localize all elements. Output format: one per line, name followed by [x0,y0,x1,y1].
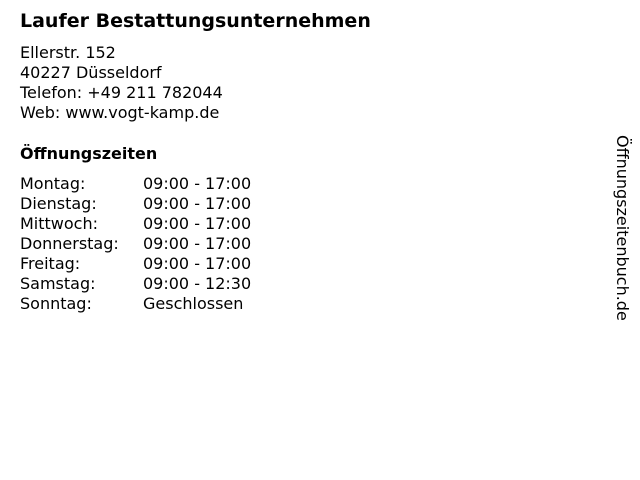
hours-table: Montag: 09:00 - 17:00 Dienstag: 09:00 - 17… [20,174,251,314]
business-name: Laufer Bestattungsunternehmen [20,10,371,32]
hours-heading: Öffnungszeiten [20,144,158,163]
time: 09:00 - 17:00 [143,174,252,193]
hours-row: Samstag: 09:00 - 12:30 [20,274,251,294]
hours-row: Donnerstag: 09:00 - 17:00 [20,234,251,254]
time: 09:00 - 17:00 [143,234,252,253]
time: 09:00 - 17:00 [143,194,252,213]
hours-row: Montag: 09:00 - 17:00 [20,174,251,194]
day: Samstag: [20,274,96,293]
day: Sonntag: [20,294,92,313]
hours-row: Dienstag: 09:00 - 17:00 [20,194,251,214]
day: Mittwoch: [20,214,98,233]
day: Freitag: [20,254,81,273]
phone: Telefon: +49 211 782044 [20,83,223,102]
watermark-text: Öffnungszeitenbuch.de [613,135,632,321]
day: Donnerstag: [20,234,119,253]
day: Dienstag: [20,194,97,213]
hours-row: Mittwoch: 09:00 - 17:00 [20,214,251,234]
street: Ellerstr. 152 [20,43,116,62]
day: Montag: [20,174,86,193]
hours-row: Freitag: 09:00 - 17:00 [20,254,251,274]
time: 09:00 - 17:00 [143,254,252,273]
time: Geschlossen [143,294,244,313]
website: Web: www.vogt-kamp.de [20,103,220,122]
hours-row: Sonntag: Geschlossen [20,294,251,314]
time: 09:00 - 12:30 [143,274,252,293]
city: 40227 Düsseldorf [20,63,162,82]
address-block: Ellerstr. 152 40227 Düsseldorf Telefon: … [20,43,223,123]
time: 09:00 - 17:00 [143,214,252,233]
